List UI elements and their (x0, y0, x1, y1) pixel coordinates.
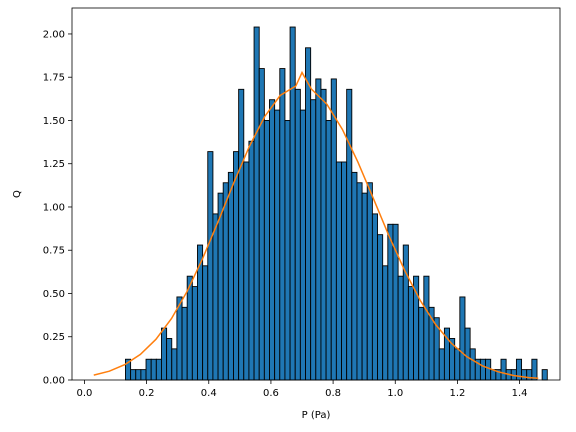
histogram-bar (238, 88, 245, 381)
histogram-bar (438, 348, 445, 381)
y-tick-label: 1.25 (43, 159, 65, 170)
histogram-bar (356, 182, 363, 381)
x-tick-label: 0.4 (201, 388, 217, 399)
histogram-bar (418, 306, 425, 381)
histogram-bar (258, 68, 265, 381)
histogram-bar (485, 358, 492, 381)
histogram-bar (150, 358, 157, 381)
histogram-bar (135, 369, 142, 381)
histogram-bar (341, 161, 348, 381)
histogram-bar (248, 140, 255, 381)
histogram-bar (161, 327, 168, 381)
histogram-bar (202, 265, 209, 381)
y-tick-label: 1.50 (43, 116, 65, 127)
histogram-bar (294, 88, 301, 381)
y-tick-label: 2.00 (43, 29, 65, 40)
histogram-bar (335, 161, 342, 381)
y-tick-label: 0.25 (43, 332, 65, 343)
histogram-bar (222, 182, 229, 381)
histogram-bar (191, 286, 198, 381)
histogram-bar (186, 275, 193, 381)
y-tick-label: 1.00 (43, 202, 65, 213)
histogram-bar (284, 120, 291, 381)
histogram-bar (366, 182, 373, 381)
histogram-bar (531, 358, 538, 381)
histogram-bar (212, 213, 219, 381)
y-tick-label: 0.00 (43, 376, 65, 387)
plot-frame (71, 7, 561, 381)
histogram-bar (423, 275, 430, 381)
histogram-bar (227, 171, 234, 381)
histogram-bar (402, 244, 409, 381)
histogram-bar (346, 88, 353, 381)
histogram-bar (310, 99, 317, 381)
histogram-bar (279, 68, 286, 381)
y-axis-ticks: 0.00 0.25 0.50 0.75 1.00 1.25 1.50 1.75 2.00 (43, 29, 72, 387)
histogram-bar (377, 234, 384, 381)
histogram-bar (166, 338, 173, 381)
x-tick-label: 0.8 (325, 388, 341, 399)
histogram-bar (176, 296, 183, 381)
histogram-bar (181, 306, 188, 381)
histogram-bar (407, 286, 414, 381)
x-tick-label: 1.2 (449, 388, 465, 399)
histogram-bar (469, 348, 476, 381)
histogram-bar (243, 161, 250, 381)
x-axis-ticks: 0.0 0.2 0.4 0.6 0.8 1.0 1.2 1.4 (76, 380, 528, 399)
histogram-bar (397, 275, 404, 381)
histogram-bar (541, 369, 548, 381)
histogram-bars (125, 26, 548, 381)
histogram-bar (382, 265, 389, 381)
histogram-bar (145, 358, 152, 381)
histogram-bar (500, 358, 507, 381)
histogram-bar (315, 78, 322, 381)
histogram-bar (171, 348, 178, 381)
histogram-bar (325, 120, 332, 381)
x-tick-label: 1.0 (387, 388, 403, 399)
y-tick-label: 1.75 (43, 73, 65, 84)
x-axis-label: P (Pa) (302, 410, 331, 421)
histogram-bar (269, 99, 276, 381)
fit-curve-line (93, 70, 539, 380)
histogram-bar (320, 88, 327, 381)
x-tick-label: 0.6 (263, 388, 279, 399)
histogram-bar (299, 109, 306, 381)
y-tick-label: 0.50 (43, 289, 65, 300)
x-tick-label: 1.4 (512, 388, 528, 399)
histogram-bar (454, 348, 461, 381)
histogram-bar (521, 369, 528, 381)
histogram-bar (233, 151, 240, 381)
histogram-bar (289, 26, 296, 381)
histogram-bar (464, 327, 471, 381)
histogram-bar (387, 223, 394, 381)
histogram-bar (130, 369, 137, 381)
histogram-bar (263, 120, 270, 381)
histogram-bar (459, 296, 466, 381)
histogram-bar (140, 369, 147, 381)
histogram-bar (207, 151, 214, 381)
x-tick-label: 0.0 (76, 388, 92, 399)
histogram-bar (351, 171, 358, 381)
histogram-bar (361, 192, 368, 381)
histogram-bar (253, 26, 260, 381)
y-axis-label: Q (12, 190, 23, 198)
histogram-bar (479, 358, 487, 381)
histogram-bar (155, 358, 162, 381)
histogram-bar (330, 78, 337, 381)
histogram-bar (305, 47, 312, 381)
histogram-bar (274, 109, 281, 381)
histogram-bar (371, 213, 378, 381)
x-tick-label: 0.2 (139, 388, 155, 399)
y-tick-label: 0.75 (43, 246, 65, 257)
